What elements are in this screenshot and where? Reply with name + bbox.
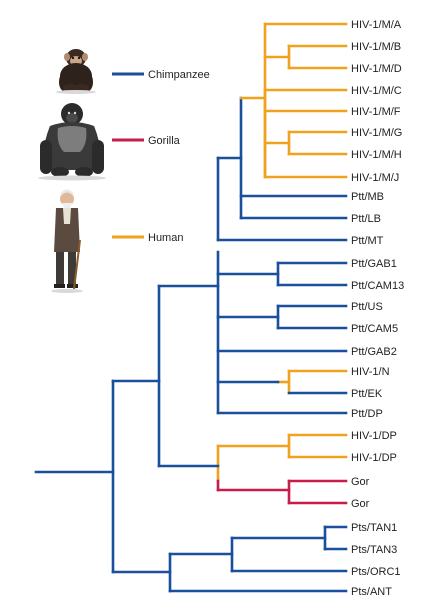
legend-item-human: Human (112, 232, 183, 244)
legend-label-gorilla: Gorilla (148, 135, 181, 147)
leaf-label: Gor (351, 476, 370, 488)
leaf-label: HIV-1/N (351, 366, 390, 378)
leaf-label: Gor (351, 498, 370, 510)
leaf-label: HIV-1/M/B (351, 41, 401, 53)
leaf-label: Ptt/CAM5 (351, 323, 398, 335)
leaf-label: Ptt/US (351, 301, 383, 313)
leaf-label: HIV-1/M/F (351, 106, 401, 118)
leaf-label: Ptt/MB (351, 191, 384, 203)
tree-branches (34, 22, 348, 593)
legend-label-chimpanzee: Chimpanzee (148, 69, 210, 81)
chimpanzee-icon (56, 49, 96, 94)
leaf-label: HIV-1/M/C (351, 85, 402, 97)
leaf-label: HIV-1/M/G (351, 127, 402, 139)
leaf-label: Ptt/GAB1 (351, 258, 397, 270)
leaf-label: Ptt/EK (351, 388, 383, 400)
leaf-label: Ptt/DP (351, 408, 383, 420)
leaf-label: HIV-1/DP (351, 452, 397, 464)
leaf-label: Pts/ORC1 (351, 566, 401, 578)
leaf-label: HIV-1/M/A (351, 19, 402, 31)
leaf-label: Ptt/MT (351, 235, 384, 247)
leaf-label: HIV-1/M/D (351, 63, 402, 75)
tree-leaf-labels: HIV-1/M/A HIV-1/M/B HIV-1/M/D HIV-1/M/C HIV-… (351, 19, 404, 598)
leaf-label: Ptt/LB (351, 213, 381, 225)
leaf-label: HIV-1/M/H (351, 149, 402, 161)
legend-item-chimpanzee: Chimpanzee (112, 69, 210, 81)
leaf-label: HIV-1/M/J (351, 172, 399, 184)
leaf-label: Ptt/CAM13 (351, 280, 404, 292)
leaf-label: HIV-1/DP (351, 430, 397, 442)
leaf-label: Pts/ANT (351, 586, 392, 598)
leaf-label: Pts/TAN3 (351, 544, 397, 556)
human-icon (51, 189, 83, 293)
leaf-label: Pts/TAN1 (351, 522, 397, 534)
leaf-label: Ptt/GAB2 (351, 346, 397, 358)
gorilla-icon (38, 103, 106, 181)
legend-label-human: Human (148, 232, 183, 244)
legend-item-gorilla: Gorilla (112, 135, 181, 147)
